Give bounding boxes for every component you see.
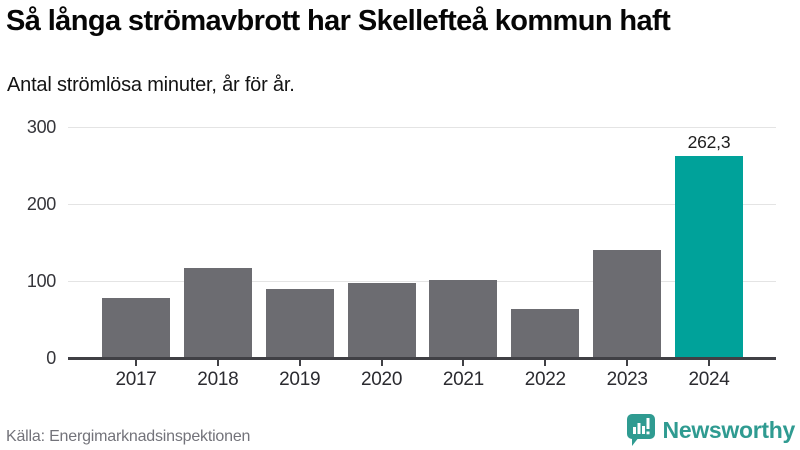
x-axis-label-2024: 2024 xyxy=(688,369,730,390)
x-tick-2024 xyxy=(707,360,710,366)
x-tick-2018 xyxy=(216,360,219,366)
bar-2022 xyxy=(511,309,580,358)
bar-2018 xyxy=(183,267,252,358)
bar-2019 xyxy=(265,289,334,358)
x-axis-label-2022: 2022 xyxy=(524,369,566,390)
bar-2023 xyxy=(593,250,662,358)
bar-value-label: 262,3 xyxy=(684,132,734,154)
bar-2017 xyxy=(102,297,170,358)
y-axis-label-100: 100 xyxy=(26,271,56,291)
x-axis-label-2023: 2023 xyxy=(606,369,648,390)
x-axis-label-2017: 2017 xyxy=(115,369,157,390)
gridline-300 xyxy=(68,126,776,128)
x-tick-2022 xyxy=(544,360,547,366)
x-axis-label-2018: 2018 xyxy=(197,369,239,390)
x-tick-2017 xyxy=(135,360,137,366)
bar-2021 xyxy=(429,280,498,358)
newsworthy-wordmark: Newsworthy xyxy=(662,416,796,443)
x-tick-2021 xyxy=(462,360,465,366)
x-axis-label-2021: 2021 xyxy=(442,369,484,390)
chart-title: Så långa strömavbrott har Skellefteå kom… xyxy=(6,5,671,37)
y-axis-label-0: 0 xyxy=(46,348,56,368)
gridline-200 xyxy=(68,203,776,205)
x-axis-label-2020: 2020 xyxy=(361,369,403,390)
x-axis-label-2019: 2019 xyxy=(279,369,321,390)
x-tick-2019 xyxy=(298,360,301,366)
y-axis-label-200: 200 xyxy=(26,194,56,214)
x-axis-line xyxy=(68,357,776,360)
bar-2020 xyxy=(347,283,416,358)
chart-subtitle: Antal strömlösa minuter, år för år. xyxy=(7,74,295,96)
x-tick-2023 xyxy=(626,360,629,366)
newsworthy-logo-icon xyxy=(626,413,656,447)
x-tick-2020 xyxy=(380,360,383,366)
gridline-100 xyxy=(68,280,776,282)
bar-2024 xyxy=(674,156,743,358)
y-axis-label-300: 300 xyxy=(26,117,56,137)
newsworthy-logo-link[interactable]: Newsworthy xyxy=(626,413,795,447)
source-note: Källa: Energimarknadsinspektionen xyxy=(6,428,251,445)
